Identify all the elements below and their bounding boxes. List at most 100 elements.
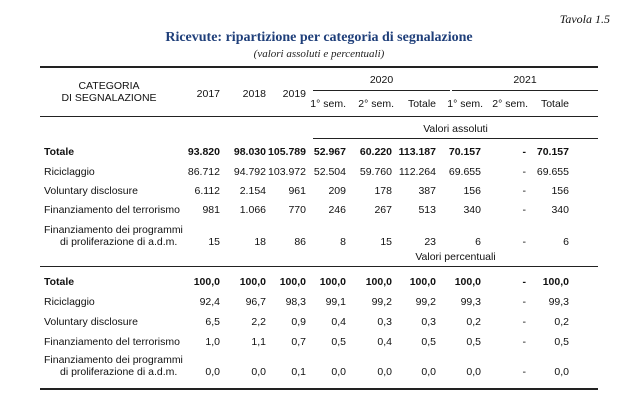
table-cell: 178 xyxy=(374,185,392,197)
table-cell: 1.066 xyxy=(239,204,266,216)
row-label: Totale xyxy=(44,146,75,158)
table-cell: 0,0 xyxy=(421,366,436,378)
table-cell: 6,5 xyxy=(205,316,220,328)
sem1-2021-header: 1° sem. xyxy=(447,98,483,110)
table-cell: 112.264 xyxy=(398,166,436,178)
row-label: Riciclaggio xyxy=(44,296,95,308)
table-cell: 69.655 xyxy=(536,166,569,178)
table-cell: 770 xyxy=(288,204,306,216)
section-absolute-values: Valori assoluti xyxy=(423,123,488,135)
table-cell: 96,7 xyxy=(245,296,266,308)
table-cell: - xyxy=(522,336,527,348)
table-cell: 99,3 xyxy=(460,296,481,308)
row-label: Finanziamento dei programmi xyxy=(44,224,183,236)
sem1-2020-header: 1° sem. xyxy=(310,98,346,110)
year-2019-header: 2019 xyxy=(282,88,306,100)
table-cell: 981 xyxy=(202,204,220,216)
section-abs-rule xyxy=(313,138,598,139)
table-cell: 0,3 xyxy=(421,316,436,328)
table-cell: 246 xyxy=(328,204,346,216)
bottom-rule xyxy=(40,388,598,390)
table-cell: - xyxy=(522,185,527,197)
table-cell: 961 xyxy=(288,185,306,197)
table-cell: 0,7 xyxy=(291,336,306,348)
sem2-2021-header: 2° sem. xyxy=(492,98,528,110)
table-cell: 6 xyxy=(475,236,481,248)
row-label: Finanziamento del terrorismo xyxy=(44,204,180,216)
table-cell: 52.504 xyxy=(313,166,346,178)
table-cell: 6.112 xyxy=(194,185,221,197)
table-cell: 513 xyxy=(418,204,436,216)
table-cell: 100,0 xyxy=(454,276,481,288)
year-2021-header: 2021 xyxy=(513,74,537,86)
table-cell: 59.760 xyxy=(359,166,392,178)
table-cell: 69.655 xyxy=(448,166,481,178)
table-cell: - xyxy=(522,166,527,178)
table-cell: 6 xyxy=(563,236,569,248)
table-cell: 100,0 xyxy=(409,276,436,288)
rule-2020 xyxy=(313,90,450,91)
table-cell: 0,0 xyxy=(554,366,569,378)
table-cell: 0,0 xyxy=(205,366,220,378)
table-cell: - xyxy=(522,146,527,158)
table-cell: 0,0 xyxy=(251,366,266,378)
table-cell: 23 xyxy=(424,236,436,248)
table-cell: 209 xyxy=(328,185,346,197)
year-2020-header: 2020 xyxy=(369,74,394,86)
table-cell: 2.154 xyxy=(239,185,266,197)
row-label-continued: di proliferazione di a.d.m. xyxy=(60,236,178,248)
table-cell: 98.030 xyxy=(233,146,266,158)
header-rule xyxy=(40,116,598,117)
tot-2020-header: Totale xyxy=(407,98,436,110)
table-cell: 18 xyxy=(254,236,266,248)
sem2-2020-header: 2° sem. xyxy=(358,98,394,110)
table-cell: - xyxy=(522,316,527,328)
row-label: Totale xyxy=(44,276,75,288)
table-number: Tavola 1.5 xyxy=(559,12,610,26)
table-cell: 1,1 xyxy=(251,336,266,348)
table-cell: - xyxy=(522,236,527,248)
table-cell: 60.220 xyxy=(359,146,392,158)
table-cell: 0,1 xyxy=(291,366,306,378)
table-cell: - xyxy=(522,204,527,216)
table-cell: - xyxy=(522,366,527,378)
table-cell: 1,0 xyxy=(205,336,220,348)
table-cell: 0,5 xyxy=(466,336,481,348)
table-cell: 100,0 xyxy=(279,276,306,288)
table-cell: 99,1 xyxy=(325,296,346,308)
table-cell: 100,0 xyxy=(319,276,346,288)
table-cell: 86.712 xyxy=(187,166,220,178)
category-header-line2: DI SEGNALAZIONE xyxy=(61,92,157,104)
table-cell: 98,3 xyxy=(285,296,306,308)
table-cell: 0,2 xyxy=(554,316,569,328)
table-cell: 100,0 xyxy=(239,276,266,288)
table-cell: - xyxy=(522,296,527,308)
table-cell: 0,9 xyxy=(291,316,306,328)
table-cell: 0,5 xyxy=(554,336,569,348)
row-label: Voluntary disclosure xyxy=(44,316,138,328)
table-cell: 113.187 xyxy=(398,146,436,158)
table-cell: 93.820 xyxy=(187,146,220,158)
table-cell: 2,2 xyxy=(251,316,266,328)
table-cell: 99,3 xyxy=(548,296,569,308)
year-2017-header: 2017 xyxy=(196,88,220,100)
table-cell: 0,2 xyxy=(466,316,481,328)
year-2018-header: 2018 xyxy=(242,88,266,100)
top-rule xyxy=(40,66,598,68)
table-cell: 0,5 xyxy=(331,336,346,348)
table-cell: 15 xyxy=(208,236,220,248)
table-cell: 86 xyxy=(294,236,306,248)
category-header-line1: CATEGORIA xyxy=(78,80,140,92)
table-title: Ricevute: ripartizione per categoria di … xyxy=(165,30,473,45)
rule-2021 xyxy=(452,90,598,91)
table-cell: 0,5 xyxy=(421,336,436,348)
table-cell: 267 xyxy=(374,204,392,216)
table-cell: 103.972 xyxy=(268,166,306,178)
table-cell: 105.789 xyxy=(268,146,306,158)
table-cell: 156 xyxy=(463,185,481,197)
table-cell: 15 xyxy=(380,236,392,248)
section-percent-values: Valori percentuali xyxy=(415,251,496,263)
table-cell: 0,0 xyxy=(466,366,481,378)
table-cell: 94.792 xyxy=(233,166,266,178)
row-label: Riciclaggio xyxy=(44,166,95,178)
